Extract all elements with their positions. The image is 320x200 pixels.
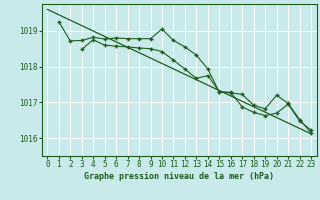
X-axis label: Graphe pression niveau de la mer (hPa): Graphe pression niveau de la mer (hPa) <box>84 172 274 181</box>
